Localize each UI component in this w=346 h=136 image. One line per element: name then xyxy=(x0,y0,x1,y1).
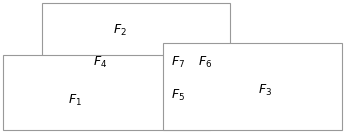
Text: $F_{1}$: $F_{1}$ xyxy=(68,92,82,108)
Text: $F_{3}$: $F_{3}$ xyxy=(258,82,272,98)
Bar xyxy=(163,43,342,130)
Bar xyxy=(3,55,210,130)
Text: $F_{4}$: $F_{4}$ xyxy=(93,54,107,69)
Text: $F_{5}$: $F_{5}$ xyxy=(171,87,185,103)
Text: $F_{7}$: $F_{7}$ xyxy=(171,54,185,69)
Text: $F_{2}$: $F_{2}$ xyxy=(113,22,127,38)
Text: $F_{6}$: $F_{6}$ xyxy=(198,54,212,69)
Bar xyxy=(42,3,230,65)
